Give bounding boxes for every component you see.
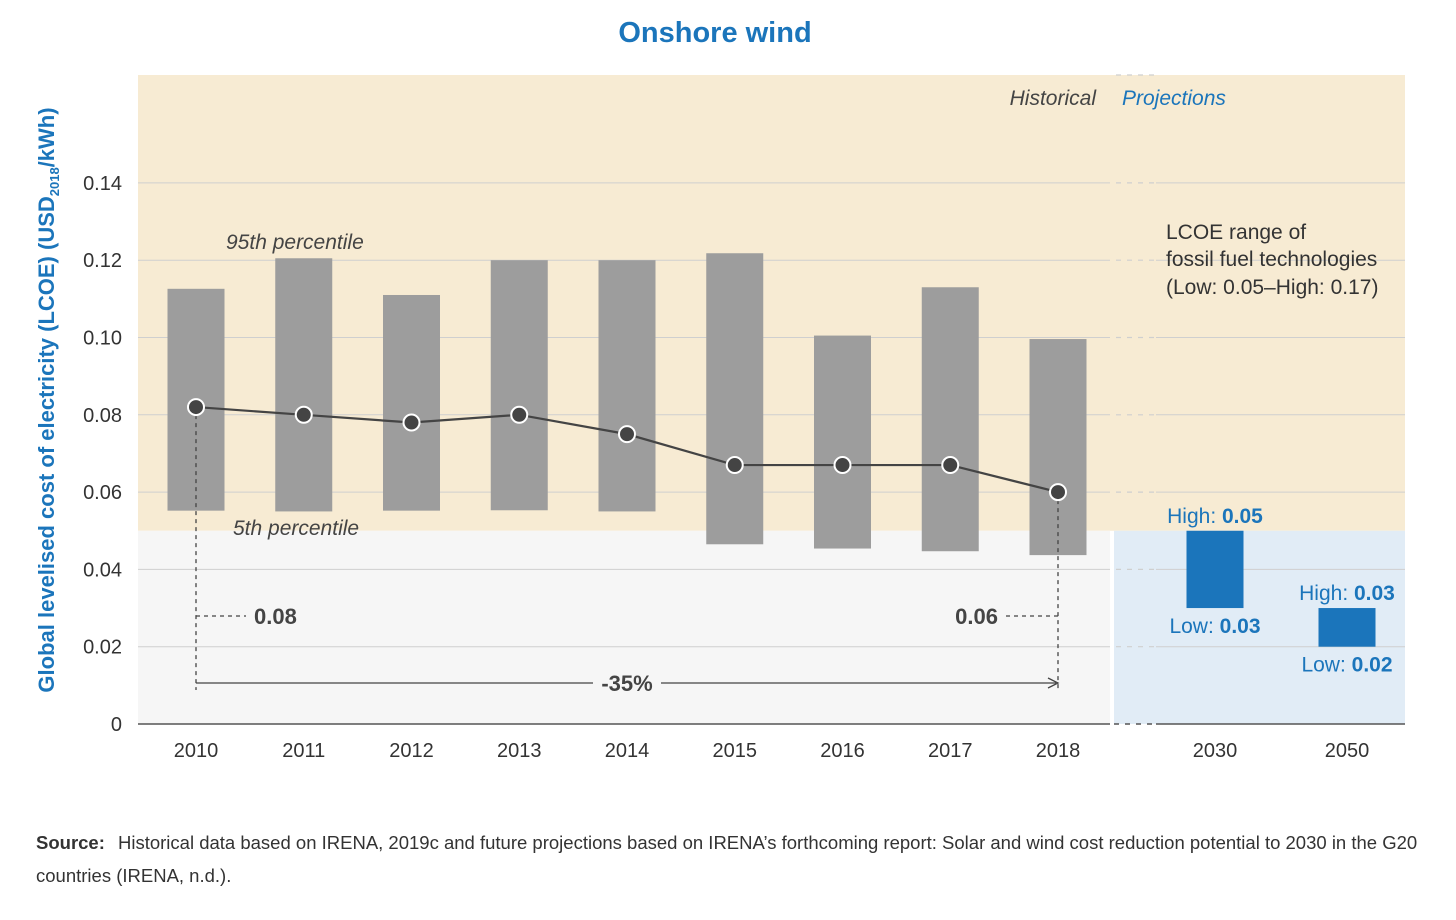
projection-high-value: 0.05 bbox=[1222, 505, 1263, 528]
change-label: -35% bbox=[601, 671, 652, 696]
x-tick-label: 2012 bbox=[389, 740, 434, 762]
projection-high-label: High: 0.05 bbox=[1167, 505, 1263, 528]
y-axis-label-subscript: 2018 bbox=[47, 167, 62, 196]
y-tick-labels: 0 0.02 0.04 0.06 0.08 0.10 0.12 0.14 bbox=[83, 173, 122, 736]
y-tick-label: 0.14 bbox=[83, 173, 122, 195]
projection-low-prefix: Low: bbox=[1169, 615, 1219, 638]
y-axis-label: Global levelised cost of electricity (LC… bbox=[34, 107, 62, 692]
projection-low-value: 0.02 bbox=[1352, 654, 1393, 677]
projections-label: Projections bbox=[1122, 87, 1226, 110]
fossil-range-band bbox=[138, 75, 1405, 531]
end-value-label: 0.06 bbox=[955, 604, 998, 629]
fossil-range-line-3: (Low: 0.05–High: 0.17) bbox=[1166, 276, 1378, 299]
source-text: Historical data based on IRENA, 2019c an… bbox=[36, 832, 1418, 886]
bar-2012 bbox=[383, 294, 440, 511]
x-tick-label: 2018 bbox=[1036, 740, 1081, 762]
y-tick-label: 0.06 bbox=[83, 482, 122, 504]
trend-point-2015 bbox=[725, 456, 744, 475]
p95-label: 95th percentile bbox=[226, 231, 364, 254]
bar-2011 bbox=[275, 258, 333, 512]
bar-2015 bbox=[706, 253, 764, 545]
change-arrow-head bbox=[1047, 677, 1060, 689]
fossil-range-line-2: fossil fuel technologies bbox=[1166, 248, 1377, 271]
bar-2013 bbox=[490, 260, 548, 511]
projection-low-prefix: Low: bbox=[1301, 654, 1351, 677]
trend-point-2011 bbox=[294, 405, 313, 424]
y-tick-label: 0.08 bbox=[83, 405, 122, 427]
x-tick-label: 2050 bbox=[1325, 740, 1370, 762]
x-tick-labels: 2010 2011 2012 2013 2014 2015 2016 2017 2018 2030… bbox=[174, 740, 1370, 762]
bar-2016 bbox=[814, 335, 871, 549]
bar-2014 bbox=[598, 260, 656, 512]
bar-2018 bbox=[1029, 339, 1087, 556]
projection-high-prefix: High: bbox=[1299, 582, 1354, 605]
x-tick-label: 2011 bbox=[282, 740, 325, 762]
x-tick-label: 2017 bbox=[928, 740, 973, 762]
source-label: Source: bbox=[36, 832, 105, 853]
projection-high-value: 0.03 bbox=[1354, 582, 1395, 605]
x-tick-label: 2010 bbox=[174, 740, 219, 762]
trend-point-2010 bbox=[187, 398, 205, 417]
projection-high-prefix: High: bbox=[1167, 505, 1222, 528]
y-tick-label: 0.12 bbox=[83, 250, 122, 272]
y-tick-label: 0.04 bbox=[83, 559, 122, 581]
bar-2017 bbox=[921, 287, 979, 552]
y-tick-label: 0.10 bbox=[83, 328, 122, 350]
historical-label: Historical bbox=[1010, 87, 1098, 110]
trend-point-2018 bbox=[1049, 483, 1067, 502]
chart-title: Onshore wind bbox=[618, 17, 811, 49]
trend-point-2016 bbox=[833, 456, 852, 475]
weighted-average-line bbox=[187, 398, 1067, 502]
y-axis-label-main: Global levelised cost of electricity (LC… bbox=[34, 196, 59, 692]
below-fossil-band bbox=[138, 530, 1110, 724]
trend-point-2013 bbox=[510, 405, 529, 424]
projection-bar-2050 bbox=[1318, 608, 1376, 647]
projection-low-label: Low: 0.02 bbox=[1301, 654, 1392, 677]
x-tick-label: 2030 bbox=[1193, 740, 1238, 762]
p5-label: 5th percentile bbox=[233, 517, 359, 540]
y-tick-label: 0.02 bbox=[83, 637, 122, 659]
source-note: Source: Historical data based on IRENA, 2… bbox=[36, 826, 1426, 892]
projection-low-label: Low: 0.03 bbox=[1169, 615, 1260, 638]
projection-low-value: 0.03 bbox=[1220, 615, 1261, 638]
x-tick-label: 2013 bbox=[497, 740, 542, 762]
x-tick-label: 2016 bbox=[820, 740, 865, 762]
fossil-range-note: LCOE range of fossil fuel technologies (… bbox=[1166, 221, 1378, 299]
x-tick-label: 2014 bbox=[605, 740, 650, 762]
historical-bars bbox=[167, 253, 1087, 556]
trend-point-2014 bbox=[618, 425, 636, 444]
y-axis-label-end: /kWh) bbox=[34, 107, 59, 167]
y-tick-label: 0 bbox=[111, 714, 122, 736]
projection-bar-2030 bbox=[1186, 530, 1244, 609]
background-bands bbox=[138, 75, 1405, 724]
trend-point-2012 bbox=[402, 413, 421, 432]
start-value-label: 0.08 bbox=[254, 604, 297, 629]
trend-point-2017 bbox=[941, 456, 960, 475]
projection-high-label: High: 0.03 bbox=[1299, 582, 1395, 605]
x-tick-label: 2015 bbox=[713, 740, 758, 762]
fossil-range-line-1: LCOE range of bbox=[1166, 221, 1306, 244]
annotations: 0.08 0.06 -35% bbox=[195, 407, 1060, 696]
